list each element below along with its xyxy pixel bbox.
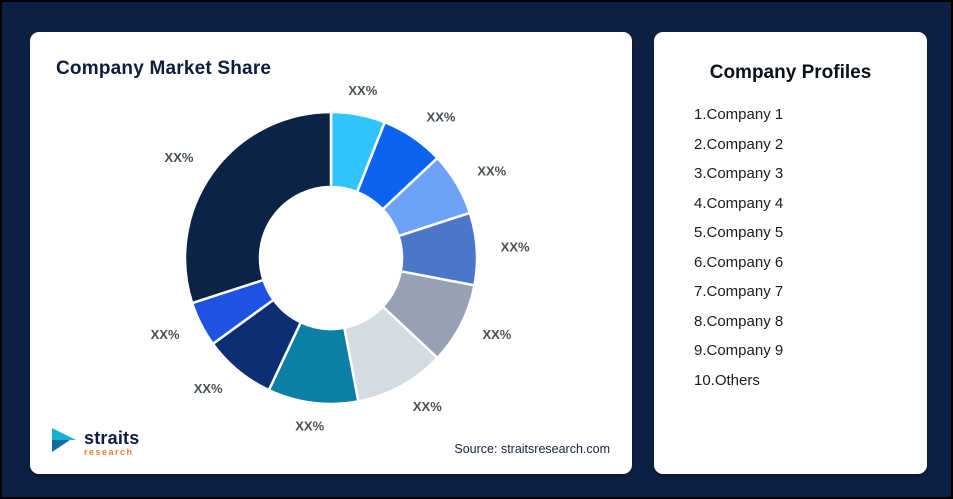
slice-percent-label: XX% [194,381,223,396]
profile-item: 2.Company 2 [694,135,784,153]
donut-segment [183,110,333,305]
profile-item: 9.Company 9 [694,342,784,359]
logo-icon [50,427,78,458]
profile-item: 8.Company 8 [694,312,784,330]
slice-percent-label: XX% [427,109,456,124]
profiles-title: Company Profiles [709,62,872,83]
profile-item: 4.Company 4 [694,194,784,212]
slice-percent-label: XX% [151,327,180,342]
profile-item: 6.Company 6 [694,253,784,271]
slice-percent-label: XX% [295,419,324,434]
slice-percent-label: XX% [482,327,511,342]
slice-percent-label: XX% [477,163,506,178]
profile-item: 5.Company 5 [694,224,784,241]
logo-sub-text: research [84,446,134,457]
market-share-card: Company Market Share XX% XX% XX% XX% XX% XX% X… [30,32,632,474]
chart-title: Company Market Share [56,58,272,79]
company-profiles-card: Company Profiles 1.Company 1 2.Company 2… [654,32,927,474]
slice-percent-label: XX% [348,83,377,98]
profile-item: 3.Company 3 [694,165,784,182]
slice-percent-label: XX% [165,150,194,165]
slice-percent-label: XX% [501,239,530,254]
straits-research-logo: straits research [50,427,139,458]
slice-percent-label: XX% [413,399,442,414]
profile-item: 10.Others [694,371,760,389]
donut-chart: XX% XX% XX% XX% XX% XX% XX% XX% XX% XX% [151,83,530,434]
profiles-list: 1.Company 1 2.Company 2 3.Company 3 4.Co… [654,106,927,389]
logo-text: straits research [84,429,139,457]
profile-item: 1.Company 1 [694,106,784,123]
profile-item: 7.Company 7 [694,283,784,300]
source-attribution: Source: straitsresearch.com [454,442,610,456]
logo-brand-text: straits [84,427,140,448]
donut-chart-container: XX% XX% XX% XX% XX% XX% XX% XX% XX% XX% [111,60,551,460]
